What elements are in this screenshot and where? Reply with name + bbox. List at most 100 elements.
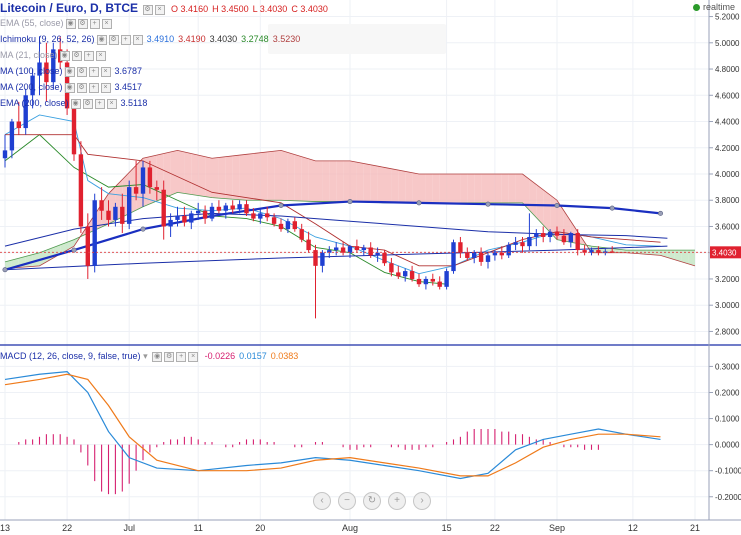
candle-body — [9, 121, 15, 151]
eye-icon[interactable]: ◉ — [96, 34, 107, 45]
cloud-segment — [5, 260, 12, 269]
zoom-out-button[interactable]: − — [338, 492, 356, 510]
candle-body — [265, 213, 270, 218]
indicator-value: 3.5118 — [120, 98, 148, 108]
cloud-segment — [225, 155, 233, 200]
time-tick-label: Sep — [549, 523, 565, 533]
eye-icon[interactable]: ◉ — [152, 351, 163, 362]
candle-body — [216, 206, 222, 211]
candle-body — [51, 49, 56, 83]
candle-body — [285, 221, 291, 230]
scroll-left-button[interactable]: ‹ — [313, 492, 331, 510]
indicator-label[interactable]: MA (100, close) — [0, 66, 63, 76]
candle-body — [44, 62, 49, 83]
close-icon[interactable]: × — [100, 82, 111, 93]
add-icon[interactable]: + — [83, 50, 94, 61]
candle-body — [209, 206, 215, 219]
indicator-label[interactable]: Ichimoku (9, 26, 52, 26) — [0, 34, 95, 44]
add-icon[interactable]: + — [120, 34, 131, 45]
candle-body — [382, 252, 387, 264]
ma100-marker — [71, 247, 77, 253]
settings-icon[interactable]: ⚙ — [76, 82, 87, 93]
price-tick-label: 3.2000 — [715, 275, 740, 284]
price-tick-label: 4.2000 — [715, 144, 740, 153]
time-axis: 13 22 Jul 11 20 Aug 15 22 Sep 12 21 — [0, 523, 700, 533]
indicator-label[interactable]: MA (21, close) — [0, 50, 58, 60]
cloud-segment — [488, 174, 495, 203]
cloud-segment — [267, 151, 275, 201]
cloud-segment — [508, 174, 516, 203]
cloud-segment — [260, 151, 268, 201]
settings-icon[interactable]: ⚙ — [142, 4, 153, 15]
candle-body — [547, 231, 553, 237]
reset-button[interactable]: ↻ — [363, 492, 381, 510]
indicator-label[interactable]: EMA (200, close) — [0, 98, 69, 108]
cloud-segment — [191, 153, 199, 196]
cloud-segment — [419, 174, 426, 203]
cloud-segment — [481, 174, 488, 203]
close-icon[interactable]: × — [101, 18, 112, 29]
ma100-marker — [416, 200, 422, 206]
price-tick-label: 2.8000 — [715, 327, 740, 336]
eye-icon[interactable]: ◉ — [64, 66, 75, 77]
candle-body — [182, 215, 187, 223]
close-icon[interactable]: × — [188, 351, 199, 362]
indicator-value: 3.4190 — [178, 34, 206, 44]
close-icon[interactable]: × — [106, 98, 117, 109]
cloud-segment — [515, 174, 523, 203]
close-icon[interactable]: × — [154, 4, 165, 15]
eye-icon[interactable]: ◉ — [65, 18, 76, 29]
settings-icon[interactable]: ⚙ — [82, 98, 93, 109]
candle-body — [520, 242, 525, 247]
settings-icon[interactable]: ⚙ — [108, 34, 119, 45]
realtime-label: realtime — [702, 2, 735, 12]
macd-label[interactable]: MACD (12, 26, close, 9, false, true) — [0, 351, 141, 361]
symbol-header: Litecoin / Euro, D, BTCE ⚙ × O 3.4160 H 3.… — [0, 1, 328, 15]
add-icon[interactable]: + — [88, 82, 99, 93]
time-tick-label: 22 — [490, 523, 500, 533]
close-icon[interactable]: × — [100, 66, 111, 77]
cloud-segment — [522, 174, 530, 211]
indicator-row: EMA (200, close) ◉ ⚙ + × 3.5118 — [0, 96, 147, 110]
add-icon[interactable]: + — [88, 66, 99, 77]
candle-body — [271, 217, 277, 224]
candle-body — [396, 272, 401, 277]
add-icon[interactable]: + — [89, 18, 100, 29]
cloud-segment — [308, 158, 316, 202]
candle-body — [306, 239, 311, 251]
settings-icon[interactable]: ⚙ — [77, 18, 88, 29]
time-tick-label: 22 — [62, 523, 72, 533]
zoom-in-button[interactable]: + — [388, 492, 406, 510]
cloud-segment — [398, 170, 406, 203]
macd-tick-label: -0.1000 — [715, 467, 741, 476]
candle-body — [223, 205, 228, 211]
cloud-segment — [212, 157, 219, 199]
indicator-label[interactable]: EMA (55, close) — [0, 18, 64, 28]
cloud-segment — [253, 152, 261, 201]
cloud-segment — [322, 160, 330, 202]
cloud-segment — [218, 156, 226, 199]
settings-icon[interactable]: ⚙ — [71, 50, 82, 61]
close-icon[interactable]: × — [95, 50, 106, 61]
settings-icon[interactable]: ⚙ — [164, 351, 175, 362]
ma100-marker — [609, 205, 615, 211]
add-icon[interactable]: + — [176, 351, 187, 362]
eye-icon[interactable]: ◉ — [59, 50, 70, 61]
ohlc-values: O 3.4160 H 3.4500 L 3.4030 C 3.4030 — [167, 4, 328, 14]
price-tick-label: 5.2000 — [715, 13, 740, 22]
add-icon[interactable]: + — [94, 98, 105, 109]
candle-body — [99, 200, 104, 211]
candle-body — [568, 233, 573, 243]
candle-body — [334, 247, 339, 251]
eye-icon[interactable]: ◉ — [64, 82, 75, 93]
indicator-label[interactable]: MA (200, close) — [0, 82, 63, 92]
close-icon[interactable]: × — [132, 34, 143, 45]
cloud-segment — [412, 172, 419, 203]
eye-icon[interactable]: ◉ — [70, 98, 81, 109]
cloud-segment — [287, 152, 295, 201]
signal-line — [4, 373, 661, 477]
scroll-right-button[interactable]: › — [413, 492, 431, 510]
settings-icon[interactable]: ⚙ — [76, 66, 87, 77]
symbol-title[interactable]: Litecoin / Euro, D, BTCE — [0, 1, 139, 15]
